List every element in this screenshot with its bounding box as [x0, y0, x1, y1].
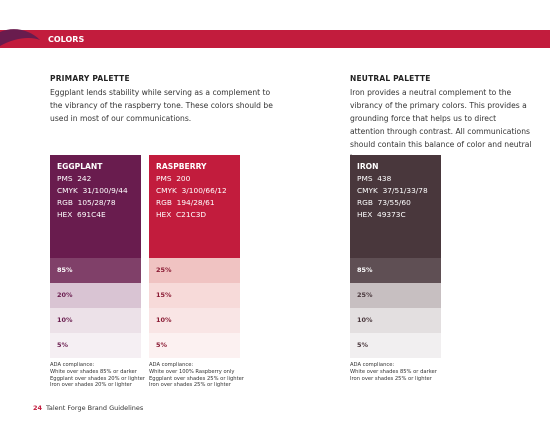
ada-note: White over shades 85% or darker [50, 368, 137, 375]
tint-label: 15% [156, 291, 172, 299]
tint-label: 5% [57, 341, 69, 349]
tint-label: 85% [57, 266, 73, 274]
swatch-name: IRON [357, 162, 379, 171]
swatch-spec: CMYK 37/51/33/78 [357, 186, 428, 195]
ada-note: ADA compliance: [350, 362, 395, 368]
tint [50, 258, 141, 283]
tint-label: 25% [156, 266, 172, 274]
tint [50, 283, 141, 308]
swatch-spec: HEX 691C4E [57, 210, 106, 219]
tint-label: 10% [357, 316, 373, 324]
header-bar [0, 29, 550, 48]
swatch-spec: RGB 105/28/78 [57, 198, 116, 207]
swatch-name: RASPBERRY [156, 162, 207, 171]
ada-note: White over 100% Raspberry only [149, 368, 235, 375]
tint [50, 308, 141, 333]
tint-label: 20% [57, 291, 73, 299]
section-text: Iron provides a neutral complement to th… [350, 88, 532, 162]
tint [149, 308, 240, 333]
tint-label: 85% [357, 266, 373, 274]
tint [149, 333, 240, 358]
swatch-spec: CMYK 31/100/9/44 [57, 186, 128, 195]
tint [149, 258, 240, 283]
swatch-spec: CMYK 3/100/66/12 [156, 186, 227, 195]
tint [350, 308, 441, 333]
swatch-spec: RGB 73/55/60 [357, 198, 411, 207]
tint-label: 25% [357, 291, 373, 299]
tint-label: 5% [357, 341, 369, 349]
tint-label: 10% [156, 316, 172, 324]
section-title: NEUTRAL PALETTE [350, 74, 431, 83]
footer-text: Talent Forge Brand Guidelines [46, 404, 144, 412]
swatch [149, 155, 240, 258]
tint [50, 333, 141, 358]
swatch-spec: HEX C21C3D [156, 210, 207, 219]
tint [350, 258, 441, 283]
ada-note: White over shades 85% or darker [350, 368, 437, 375]
tint [149, 283, 240, 308]
ada-note: ADA compliance: [149, 362, 194, 368]
swatch [350, 155, 441, 258]
swatch [50, 155, 141, 258]
swatch-name: EGGPLANT [57, 162, 103, 171]
tint-label: 10% [57, 316, 73, 324]
tint-label: 5% [156, 341, 168, 349]
swatch-spec: RGB 194/28/61 [156, 198, 215, 207]
tint [350, 283, 441, 308]
ada-note: Iron over shades 25% or lighter [149, 382, 231, 389]
section-text: Eggplant lends stability while serving a… [50, 88, 273, 123]
swatch-spec: PMS 438 [357, 174, 392, 183]
swatch-spec: PMS 200 [156, 174, 191, 183]
ada-note: Iron over shades 25% or lighter [350, 375, 432, 382]
ada-note: Iron over shades 20% or lighter [50, 382, 132, 389]
ada-note: Eggplant over shades 20% or lighter [50, 375, 145, 382]
ada-note: ADA compliance: [50, 362, 95, 368]
swatch-spec: PMS 242 [57, 174, 92, 183]
ada-note: Eggplant over shades 25% or lighter [149, 375, 244, 382]
page-number: 24 [33, 404, 43, 412]
header-title: COLORS [48, 35, 85, 44]
tint [350, 333, 441, 358]
swatch-spec: HEX 49373C [357, 210, 406, 219]
section-title: PRIMARY PALETTE [50, 74, 130, 83]
